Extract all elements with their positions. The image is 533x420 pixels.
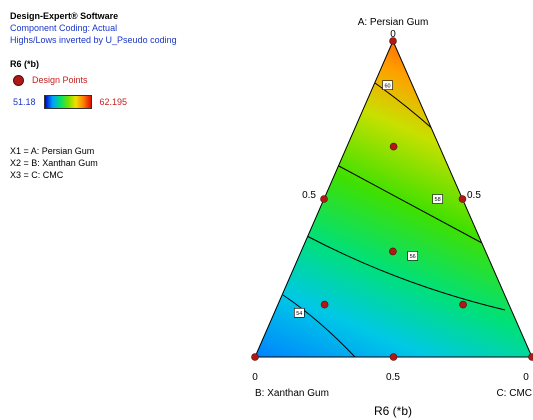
scale-min: 51.18 <box>13 97 36 107</box>
color-scale-bar <box>43 95 92 109</box>
highs-lows-note: Highs/Lows inverted by U_Pseudo coding <box>10 35 177 45</box>
response-name: R6 (*b) <box>10 59 39 69</box>
design-point-5 <box>458 195 467 203</box>
right-edge-tick: 0.5 <box>467 190 481 201</box>
factor-2: X2 = B: Xanthan Gum <box>10 158 98 168</box>
contour-line-54 <box>282 294 356 357</box>
left-edge-tick: 0.5 <box>302 190 316 201</box>
component-coding: Component Coding: Actual <box>10 23 118 33</box>
contour-label-58: 58 <box>432 194 443 204</box>
design-point-8 <box>320 300 329 309</box>
design-points-legend: Design Points <box>13 74 177 86</box>
factor-1: X1 = A: Persian Gum <box>10 146 95 156</box>
design-point-7 <box>389 142 398 151</box>
vertex-a-label: A: Persian Gum <box>358 17 429 28</box>
vertex-b-label: B: Xanthan Gum <box>255 388 329 399</box>
chart-title: R6 (*b) <box>374 404 412 418</box>
design-point-3 <box>528 353 533 361</box>
design-point-icon <box>13 74 24 86</box>
svg-text:60: 60 <box>384 83 390 89</box>
vertex-a-value: 0 <box>390 29 396 40</box>
vertex-b-value: 0 <box>252 372 258 383</box>
info-panel: Design-Expert® Software Component Coding… <box>10 10 177 181</box>
contour-lines <box>282 82 506 357</box>
design-point-9 <box>459 300 467 309</box>
svg-text:54: 54 <box>296 311 302 317</box>
design-point-group <box>251 37 533 361</box>
svg-text:58: 58 <box>435 197 441 203</box>
contour-label-56: 56 <box>407 251 419 261</box>
vertex-c-label: C: CMC <box>496 388 532 399</box>
bottom-edge-tick: 0.5 <box>386 372 400 383</box>
contour-label-group: 60 58 56 54 <box>293 80 443 318</box>
design-point-4 <box>320 195 328 203</box>
contour-label-54: 54 <box>293 307 305 318</box>
design-point-1 <box>389 37 397 45</box>
svg-text:56: 56 <box>410 254 416 260</box>
design-point-2 <box>251 353 259 361</box>
factor-list: X1 = A: Persian Gum X2 = B: Xanthan Gum … <box>10 145 177 181</box>
design-point-6 <box>389 353 398 361</box>
software-title: Design-Expert® Software <box>10 11 119 21</box>
scale-max: 62.195 <box>99 97 128 107</box>
design-point-10 <box>389 247 397 256</box>
color-scale: 51.18 62.195 <box>13 95 177 109</box>
contour-line-58 <box>336 164 483 244</box>
vertex-c-value: 0 <box>523 372 529 383</box>
factor-3: X3 = C: CMC <box>10 170 64 180</box>
contour-label-60: 60 <box>382 80 393 90</box>
design-points-label: Design Points <box>32 75 88 85</box>
contour-line-56 <box>304 234 506 311</box>
